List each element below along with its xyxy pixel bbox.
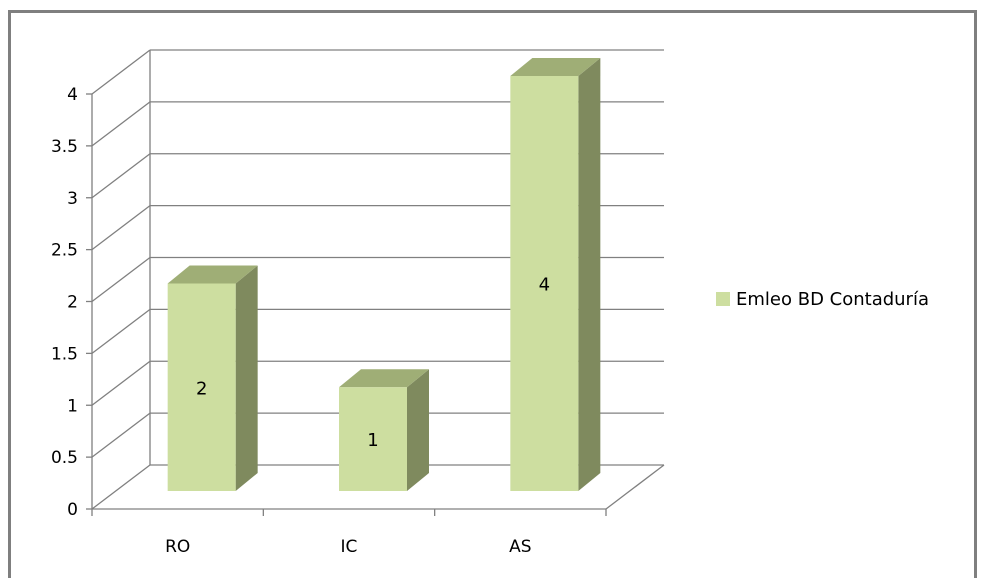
x-tick-label: RO <box>165 537 190 557</box>
gridline-side <box>91 360 151 406</box>
y-tick-label: 3.5 <box>51 137 78 157</box>
bar-top <box>510 58 601 76</box>
x-tick-label: AS <box>509 537 531 557</box>
gridline-side <box>91 205 151 251</box>
y-tick-label: 4 <box>67 85 78 105</box>
gridline-side <box>91 49 151 95</box>
gridline-side <box>91 464 151 510</box>
bar-top <box>339 369 429 388</box>
gridline-side <box>91 256 151 303</box>
bar-front <box>167 283 236 491</box>
bar-top <box>167 265 258 284</box>
bar-side <box>235 265 258 491</box>
legend-label: Emleo BD Contaduría <box>736 289 929 310</box>
y-tick-label: 1 <box>67 396 78 416</box>
y-tick-label: 2 <box>67 293 78 313</box>
gridline-side <box>91 412 151 458</box>
legend: Emleo BD Contaduría <box>716 289 929 310</box>
gridline-side <box>91 101 151 147</box>
bar-ic: 1 <box>339 369 429 491</box>
bar-side <box>578 58 601 491</box>
bar-as: 4 <box>510 58 601 491</box>
data-label: 4 <box>539 275 550 296</box>
data-label: 1 <box>367 430 378 451</box>
bars: 2 1 4 <box>167 58 601 491</box>
y-axis: 0 0.5 1 1.5 2 2.5 3 3.5 4 <box>51 85 93 520</box>
x-axis: RO IC AS <box>91 509 607 557</box>
legend-swatch <box>716 292 730 306</box>
y-tick-label: 2.5 <box>51 241 78 261</box>
bar-front <box>510 76 579 491</box>
floor-edge <box>605 464 665 510</box>
bar-side <box>407 369 429 491</box>
y-tick-label: 0 <box>67 500 78 520</box>
gridline-side <box>91 308 151 354</box>
x-tick-label: IC <box>341 537 358 557</box>
data-label: 2 <box>196 378 207 399</box>
bar-front <box>339 387 407 491</box>
gridline-side <box>91 153 151 199</box>
y-tick-label: 0.5 <box>51 448 78 468</box>
y-tick-label: 1.5 <box>51 344 78 364</box>
bar-ro: 2 <box>167 265 258 491</box>
y-tick-label: 3 <box>67 189 78 209</box>
